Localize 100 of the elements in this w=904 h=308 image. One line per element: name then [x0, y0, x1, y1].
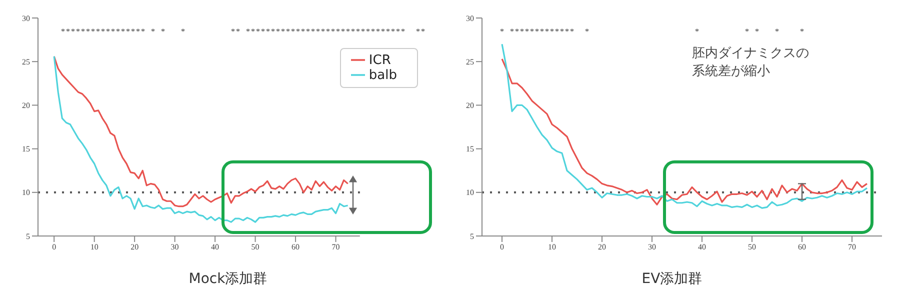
text: *: [421, 27, 425, 36]
annotation: *: [301, 27, 305, 36]
y-tick-label: 20: [466, 101, 474, 110]
text: Mock添加群: [188, 270, 268, 288]
annotation: *: [261, 27, 265, 36]
annotation: *: [136, 27, 140, 36]
y-tick-label: 5: [470, 232, 474, 241]
annotation: *: [296, 27, 300, 36]
annotation: *: [121, 27, 125, 36]
x-tick-label: 40: [211, 242, 220, 252]
annotation: *: [336, 27, 340, 36]
annotation: *: [535, 27, 539, 36]
y-tick-label: 10: [466, 188, 474, 198]
annotation: *: [71, 27, 75, 36]
annotation: *: [111, 27, 115, 36]
annotation: *: [126, 27, 130, 36]
annotation: *: [525, 27, 529, 36]
annotation: *: [326, 27, 330, 36]
x-tick-label: 10: [548, 242, 556, 252]
y-tick-label: 15: [22, 144, 30, 154]
annotation: *: [281, 27, 285, 36]
x-tick-label: 30: [648, 242, 656, 252]
text: *: [401, 27, 405, 36]
annotation: *: [745, 27, 749, 36]
x-tick-label: 0: [52, 242, 56, 252]
y-tick-label: 10: [22, 188, 30, 198]
annotation: *: [520, 27, 524, 36]
annotation: *: [81, 27, 85, 36]
text: *: [386, 27, 390, 36]
x-tick-label: 0: [500, 242, 504, 252]
annotation: *: [560, 27, 564, 36]
annotation: *: [565, 27, 569, 36]
annotation: *: [570, 27, 574, 36]
annotation: *: [510, 27, 514, 36]
annotation: *: [101, 27, 105, 36]
x-tick-label: 60: [798, 242, 806, 252]
annotation: *: [246, 27, 250, 36]
annotation: 胚内ダイナミクスの系統差が縮小: [692, 46, 809, 80]
annotation: *: [161, 27, 165, 36]
annotation: *: [256, 27, 260, 36]
annotation: *: [555, 27, 559, 36]
annotation: *: [151, 27, 155, 36]
annotation: *: [530, 27, 534, 36]
annotation: *: [545, 27, 549, 36]
annotation: *: [500, 27, 504, 36]
text: *: [361, 27, 365, 36]
annotation: *: [66, 27, 70, 36]
annotation: *: [141, 27, 145, 36]
y-tick-label: 25: [466, 57, 474, 66]
annotation: *: [106, 27, 110, 36]
y-tick-label: 15: [466, 144, 474, 154]
x-tick-label: 50: [748, 242, 756, 252]
annotation: *: [311, 27, 315, 36]
annotation: *: [96, 27, 100, 36]
x-tick-label: 20: [598, 242, 606, 252]
text: *: [391, 27, 395, 36]
annotation: *: [321, 27, 325, 36]
x-tick-label: 20: [130, 242, 139, 252]
text: *: [416, 27, 420, 36]
annotation: *: [695, 27, 699, 36]
legend-label: balb: [368, 68, 397, 83]
annotation: *: [91, 27, 95, 36]
annotation: *: [116, 27, 120, 36]
text: EV添加群: [640, 270, 704, 288]
y-tick-label: 20: [22, 101, 30, 110]
annotation: *: [251, 27, 255, 36]
annotation: *: [231, 27, 235, 36]
text: *: [366, 27, 370, 36]
annotation: *: [356, 27, 360, 36]
annotation: *: [755, 27, 759, 36]
annotation: *: [86, 27, 90, 36]
x-tick-label: 70: [332, 242, 340, 252]
x-tick-label: 10: [90, 242, 98, 252]
x-tick-label: 50: [251, 242, 260, 252]
x-tick-label: 40: [698, 242, 706, 252]
annotation: *: [266, 27, 270, 36]
x-tick-label: 30: [170, 242, 179, 252]
annotation: *: [515, 27, 519, 36]
text: *: [381, 27, 385, 36]
annotation: *: [181, 27, 185, 36]
annotation: *: [585, 27, 589, 36]
annotation: *: [351, 27, 355, 36]
y-tick-label: 30: [466, 14, 474, 23]
annotation: *: [316, 27, 320, 36]
x-tick-label: 70: [848, 242, 856, 252]
annotation: *: [276, 27, 280, 36]
text: *: [396, 27, 400, 36]
annotation: *: [131, 27, 135, 36]
text: *: [371, 27, 375, 36]
y-tick-label: 25: [22, 57, 30, 66]
annotation: *: [800, 27, 804, 36]
annotation: *: [550, 27, 554, 36]
annotation: *: [61, 27, 65, 36]
annotation: *: [76, 27, 80, 36]
legend-label: ICR: [368, 53, 391, 68]
annotation: *: [346, 27, 350, 36]
y-tick-label: 30: [22, 14, 30, 23]
y-tick-label: 5: [26, 232, 30, 241]
annotation: *: [341, 27, 345, 36]
annotation: *: [331, 27, 335, 36]
